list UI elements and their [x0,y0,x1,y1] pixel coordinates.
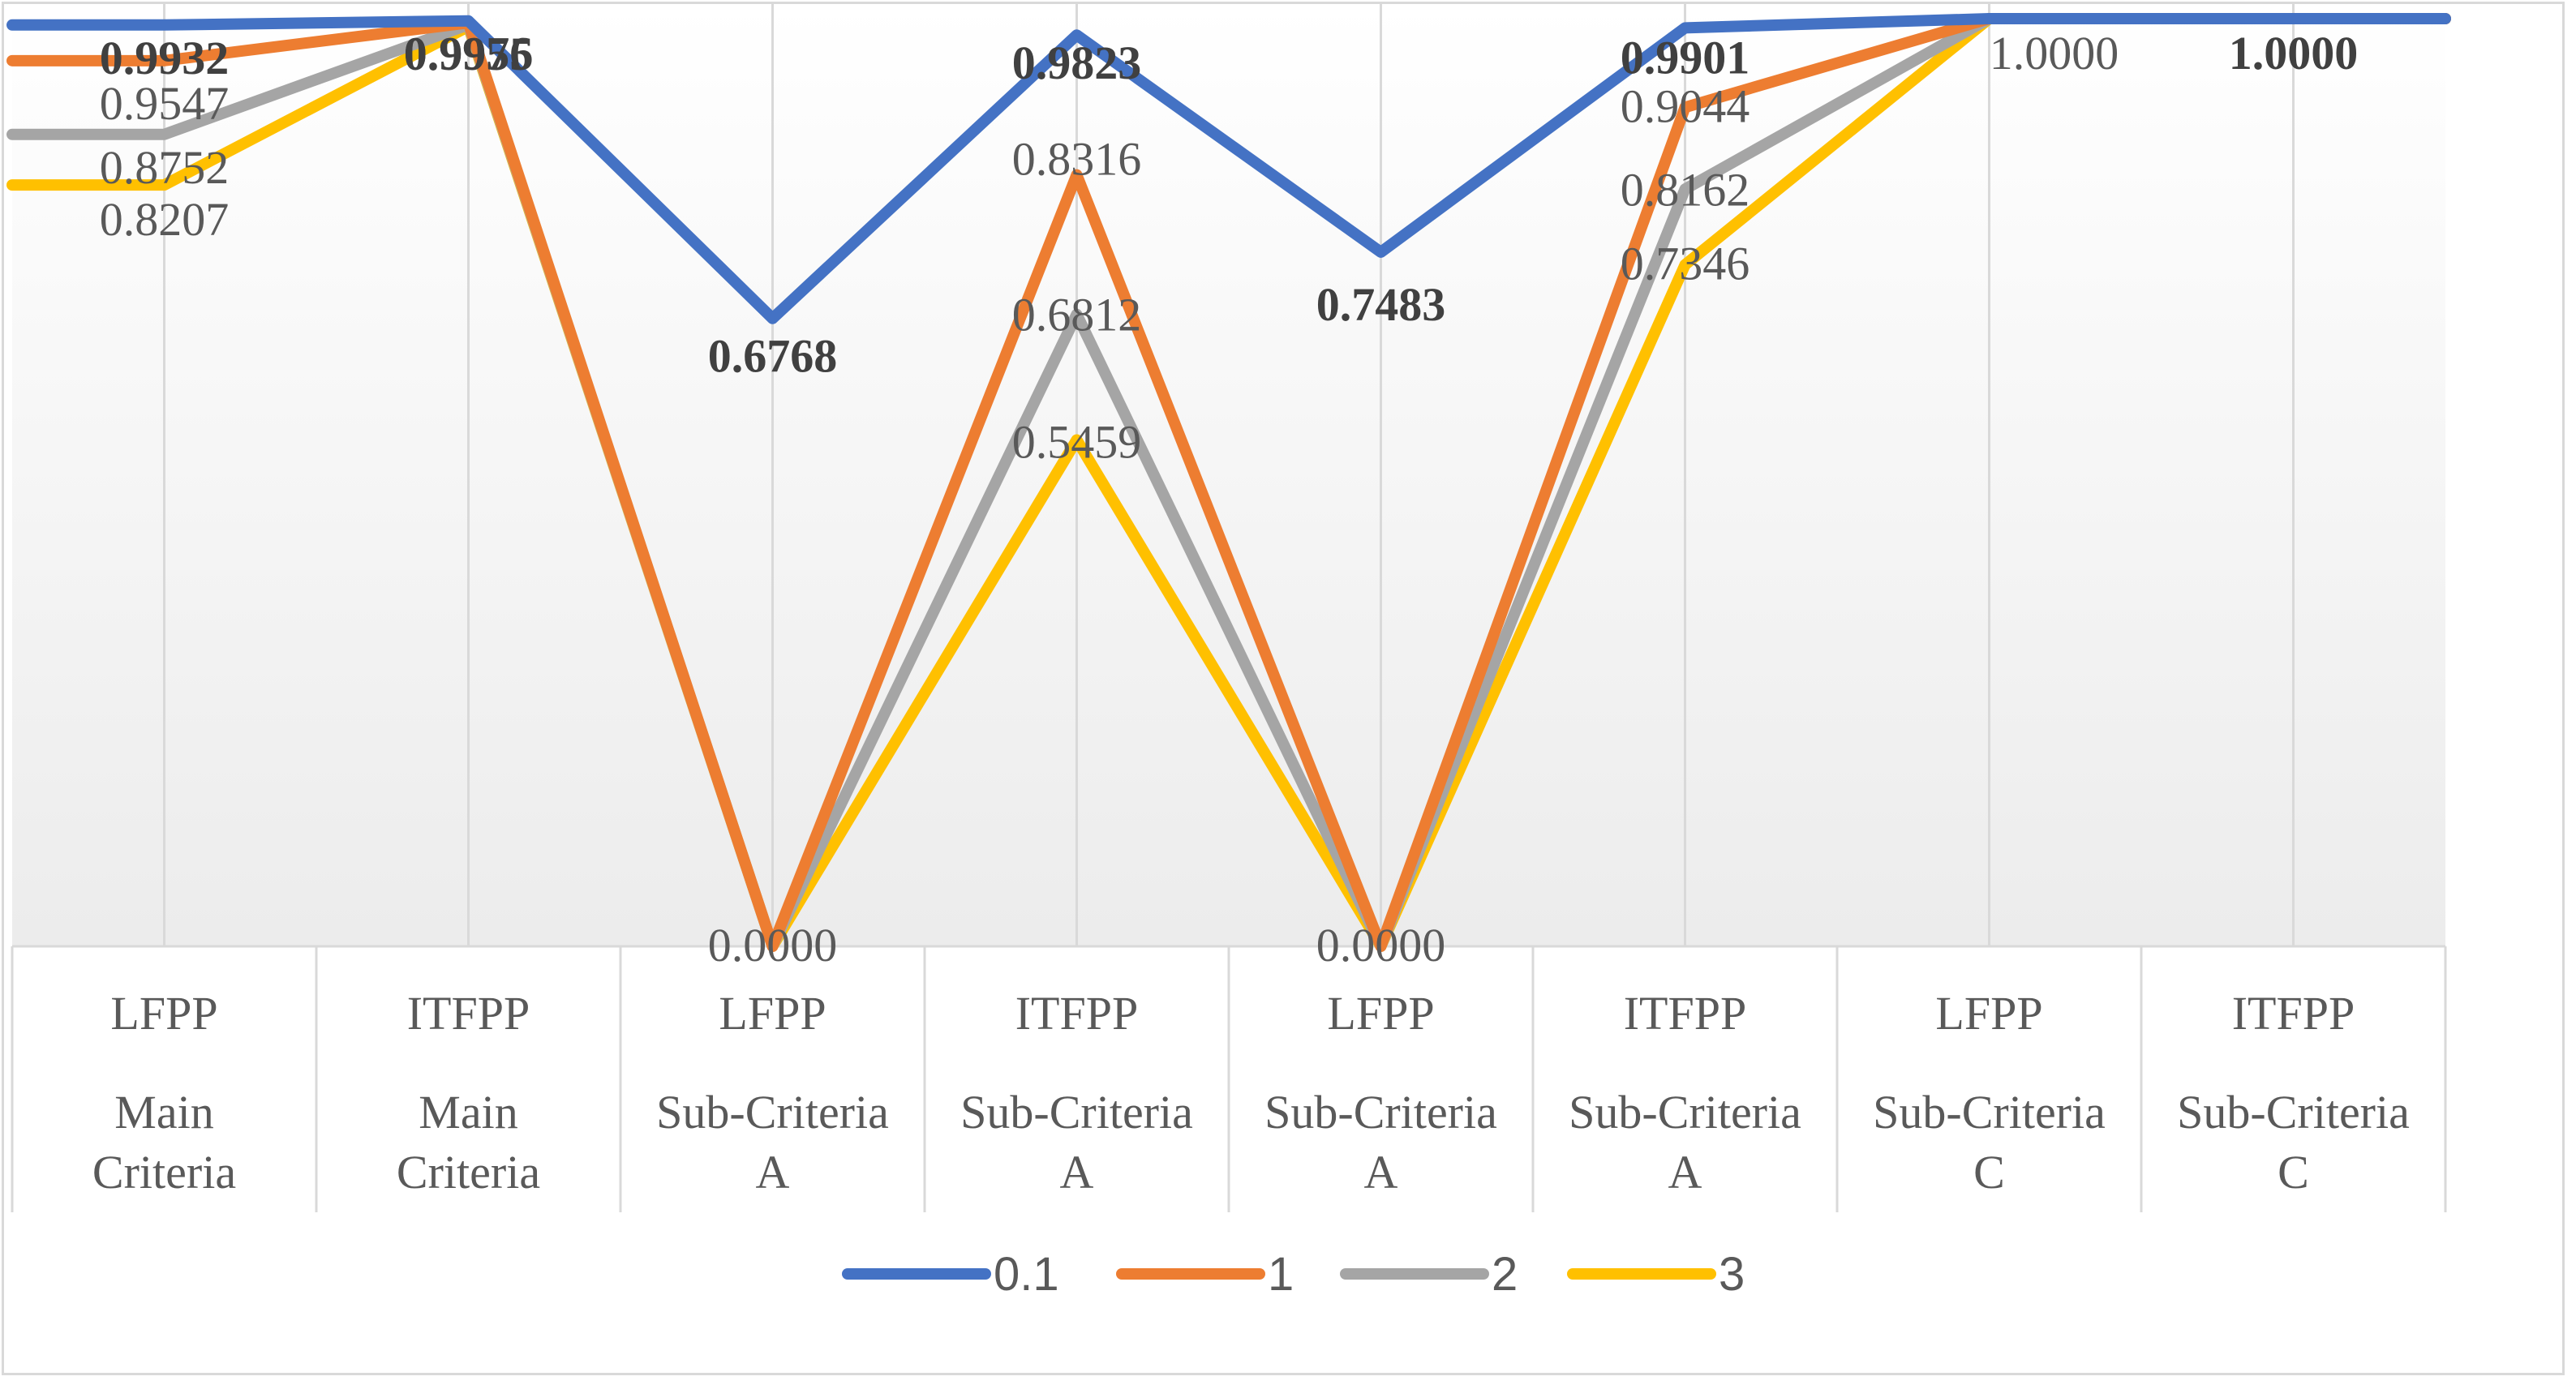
category-label-line3: C [2278,1146,2309,1198]
data-label: 0.6768 [708,330,838,383]
category-label-line2: Main [114,1086,213,1138]
category-label-line2: Sub-Criteria [1569,1086,1801,1138]
legend-label: 1 [1268,1248,1294,1301]
legend-label: 0.1 [994,1248,1059,1301]
series-line-0-1 [6,13,2451,324]
category-label-line3: Criteria [397,1146,540,1198]
category-label-line1: ITFPP [1015,987,1139,1040]
data-label: 1.0000 [2229,27,2359,79]
data-label: 0.9932 [100,32,230,84]
category-label-line3: Criteria [92,1146,236,1198]
category-label-line3: A [1060,1146,1094,1198]
category-label-line2: Sub-Criteria [1873,1086,2106,1138]
category-label-line2: Sub-Criteria [1264,1086,1497,1138]
data-label: 0.6812 [1012,289,1142,341]
data-label: 0.0000 [708,919,838,971]
gridlines [12,4,2445,946]
category-label-line3: A [1364,1146,1398,1198]
data-label: 0.9901 [1621,31,1750,84]
category-label-line2: Sub-Criteria [960,1086,1193,1138]
category-label-line1: ITFPP [2232,987,2355,1040]
data-label: 0.7346 [1621,238,1750,290]
category-label-line2: Sub-Criteria [2177,1086,2410,1138]
category-label-line1: LFPP [110,987,217,1040]
category-label-line2: Main [419,1086,517,1138]
data-label: 0.7483 [1316,278,1446,331]
data-label: 0.8752 [100,141,230,194]
category-label-line2: Sub-Criteria [656,1086,889,1138]
data-label: 0.9547 [100,77,230,130]
category-label-line1: LFPP [1327,987,1434,1040]
data-label: 1.0000 [1990,27,2119,79]
series-lines [6,13,2451,952]
category-label-line1: ITFPP [407,987,530,1040]
data-label: 0.8207 [100,193,230,246]
plot-area [12,4,2445,946]
data-label: 0.8162 [1621,163,1750,216]
data-label: 0.9044 [1621,79,1750,132]
category-axis: LFPP Main Criteria ITFPP Main Criteria LFPP Sub… [11,945,2447,1212]
category-label-line1: LFPP [719,987,826,1040]
data-label: 0.9955 [404,28,534,80]
data-label: 0.8316 [1012,133,1142,186]
category-label-line3: C [1973,1146,2005,1198]
line-chart: LFPP Main Criteria ITFPP Main Criteria LFPP Sub… [6,4,2451,1301]
category-label-line3: A [756,1146,790,1198]
category-label-line1: LFPP [1935,987,2042,1040]
data-label: 0.9823 [1012,36,1142,89]
data-label: 0.0000 [1316,919,1446,971]
data-label: 0.9976 [404,28,534,80]
legend-label: 2 [1492,1248,1518,1301]
legend-label: 3 [1719,1248,1745,1301]
legend: 0.1 1 2 3 [842,1248,1745,1301]
category-label-line1: ITFPP [1624,987,1747,1040]
data-label: 0.5459 [1012,415,1142,468]
category-label-line3: A [1668,1146,1702,1198]
